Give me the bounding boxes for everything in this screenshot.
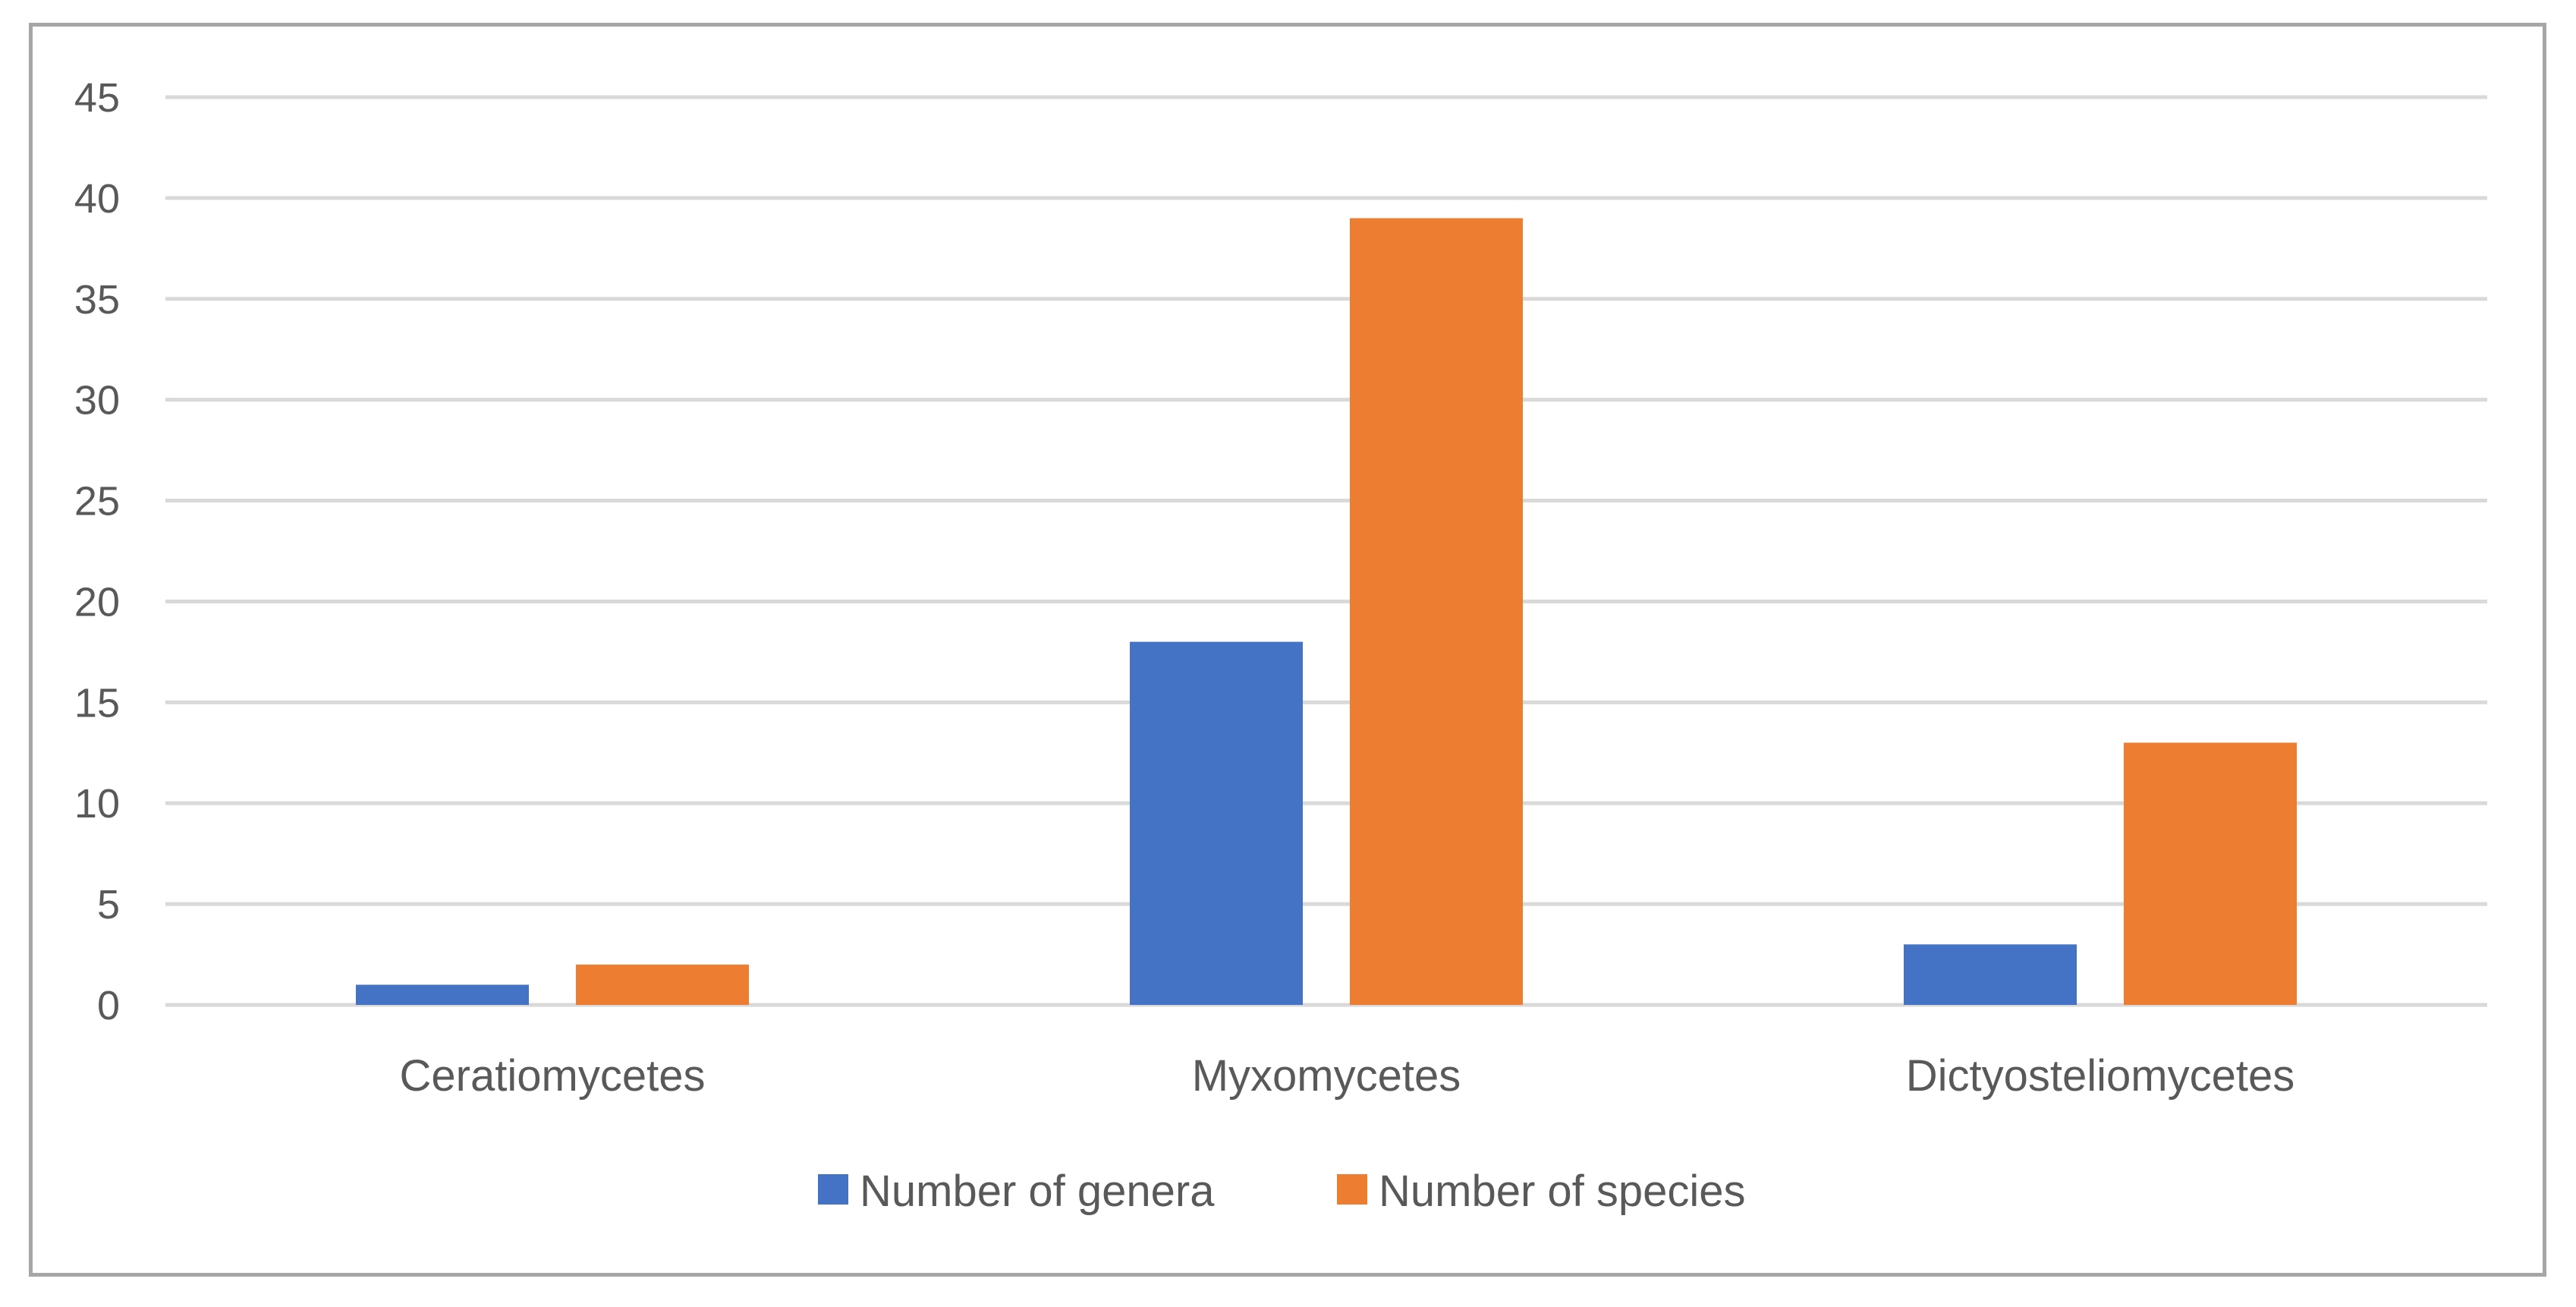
x-category-label: Dictyosteliomycetes: [1906, 1051, 2294, 1101]
bar-number-of-species-myxomycetes: [1350, 218, 1523, 1005]
bar-number-of-genera-myxomycetes: [1130, 641, 1303, 1005]
y-axis-tick-labels: 0 5 10 15 20 25 30 35 40 45: [74, 75, 120, 1028]
x-category-label: Myxomycetes: [1192, 1051, 1461, 1101]
bar-number-of-genera-ceratiomycetes: [356, 984, 529, 1005]
legend-swatch: [818, 1174, 848, 1205]
y-tick-label: 45: [74, 75, 120, 121]
bar-number-of-species-ceratiomycetes: [576, 964, 749, 1005]
chart-frame: [29, 23, 2546, 1277]
y-tick-label: 5: [97, 882, 120, 927]
y-tick-label: 25: [74, 479, 120, 524]
bar-number-of-species-dictyosteliomycetes: [2124, 742, 2297, 1005]
y-tick-label: 20: [74, 579, 120, 625]
legend-swatch: [1337, 1174, 1367, 1205]
y-tick-label: 40: [74, 176, 120, 222]
y-tick-label: 30: [74, 378, 120, 424]
y-tick-label: 15: [74, 680, 120, 726]
legend: Number of genera Number of species: [818, 1167, 1746, 1216]
y-tick-label: 35: [74, 277, 120, 323]
x-axis-category-labels: Ceratiomycetes Myxomycetes Dictyosteliomyc…: [400, 1051, 2295, 1101]
x-category-label: Ceratiomycetes: [400, 1051, 706, 1101]
bar-number-of-genera-dictyosteliomycetes: [1904, 944, 2077, 1005]
y-tick-label: 10: [74, 781, 120, 827]
gridlines: [165, 95, 2487, 1007]
y-tick-label: 0: [97, 983, 120, 1028]
bars: [356, 218, 2297, 1005]
legend-label: Number of genera: [860, 1167, 1215, 1216]
legend-label: Number of species: [1379, 1167, 1746, 1216]
